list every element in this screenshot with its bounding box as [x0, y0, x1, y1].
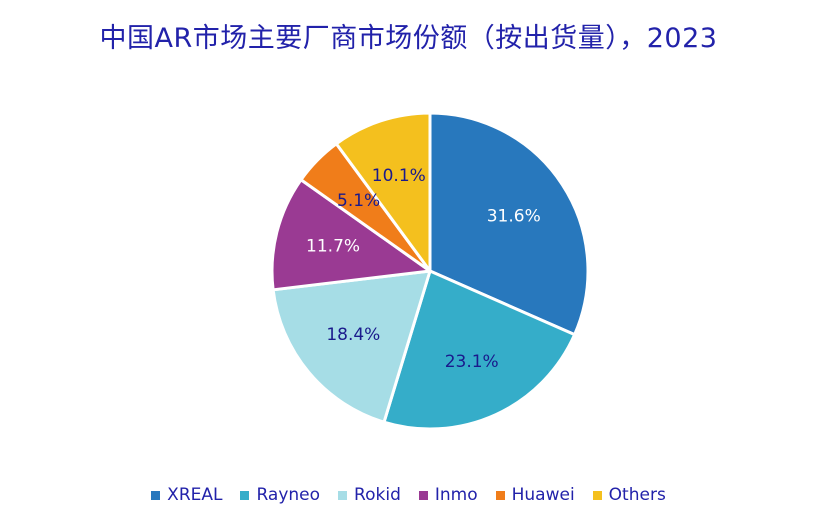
legend-item-xreal: XREAL	[151, 485, 222, 505]
legend-label: Rayneo	[256, 485, 321, 505]
data-label-rokid: 18.4%	[326, 325, 380, 345]
pie-labels: 31.6% 23.1% 18.4% 11.7% 5.1% 10.1%	[306, 166, 541, 372]
pie-slice-rokid	[271, 269, 432, 424]
pie-slice-xreal	[428, 111, 590, 337]
legend-swatch	[495, 490, 505, 500]
legend-item-rayneo: Rayneo	[240, 485, 320, 505]
legend-swatch	[592, 490, 602, 500]
legend-label: Huawei	[511, 485, 575, 505]
data-label-inmo: 11.7%	[306, 236, 360, 256]
pie-slice-rayneo	[382, 269, 577, 431]
legend-swatch	[151, 490, 161, 500]
chart-title: 中国AR市场主要厂商市场份额（按出货量），2023	[99, 23, 718, 54]
legend-item-inmo: Inmo	[418, 485, 478, 505]
legend-swatch	[418, 490, 428, 500]
data-label-huawei: 5.1%	[337, 191, 380, 211]
legend-item-rokid: Rokid	[338, 485, 401, 505]
legend-label: Inmo	[434, 485, 478, 505]
pie-slice-inmo	[270, 178, 432, 292]
data-label-xreal: 31.6%	[487, 206, 541, 226]
legend-label: XREAL	[167, 485, 223, 505]
legend-swatch	[338, 490, 348, 500]
data-label-rayneo: 23.1%	[445, 352, 499, 372]
legend-label: Others	[608, 485, 666, 505]
legend-swatch	[240, 490, 250, 500]
legend-label: Rokid	[354, 485, 401, 505]
legend-item-huawei: Huawei	[495, 485, 575, 505]
pie-slice-others	[334, 111, 432, 273]
data-label-others: 10.1%	[372, 166, 426, 186]
pie-slices	[270, 111, 590, 431]
legend-item-others: Others	[592, 485, 666, 505]
legend: XREAL Rayneo Rokid Inmo Huawei Others	[0, 485, 817, 505]
